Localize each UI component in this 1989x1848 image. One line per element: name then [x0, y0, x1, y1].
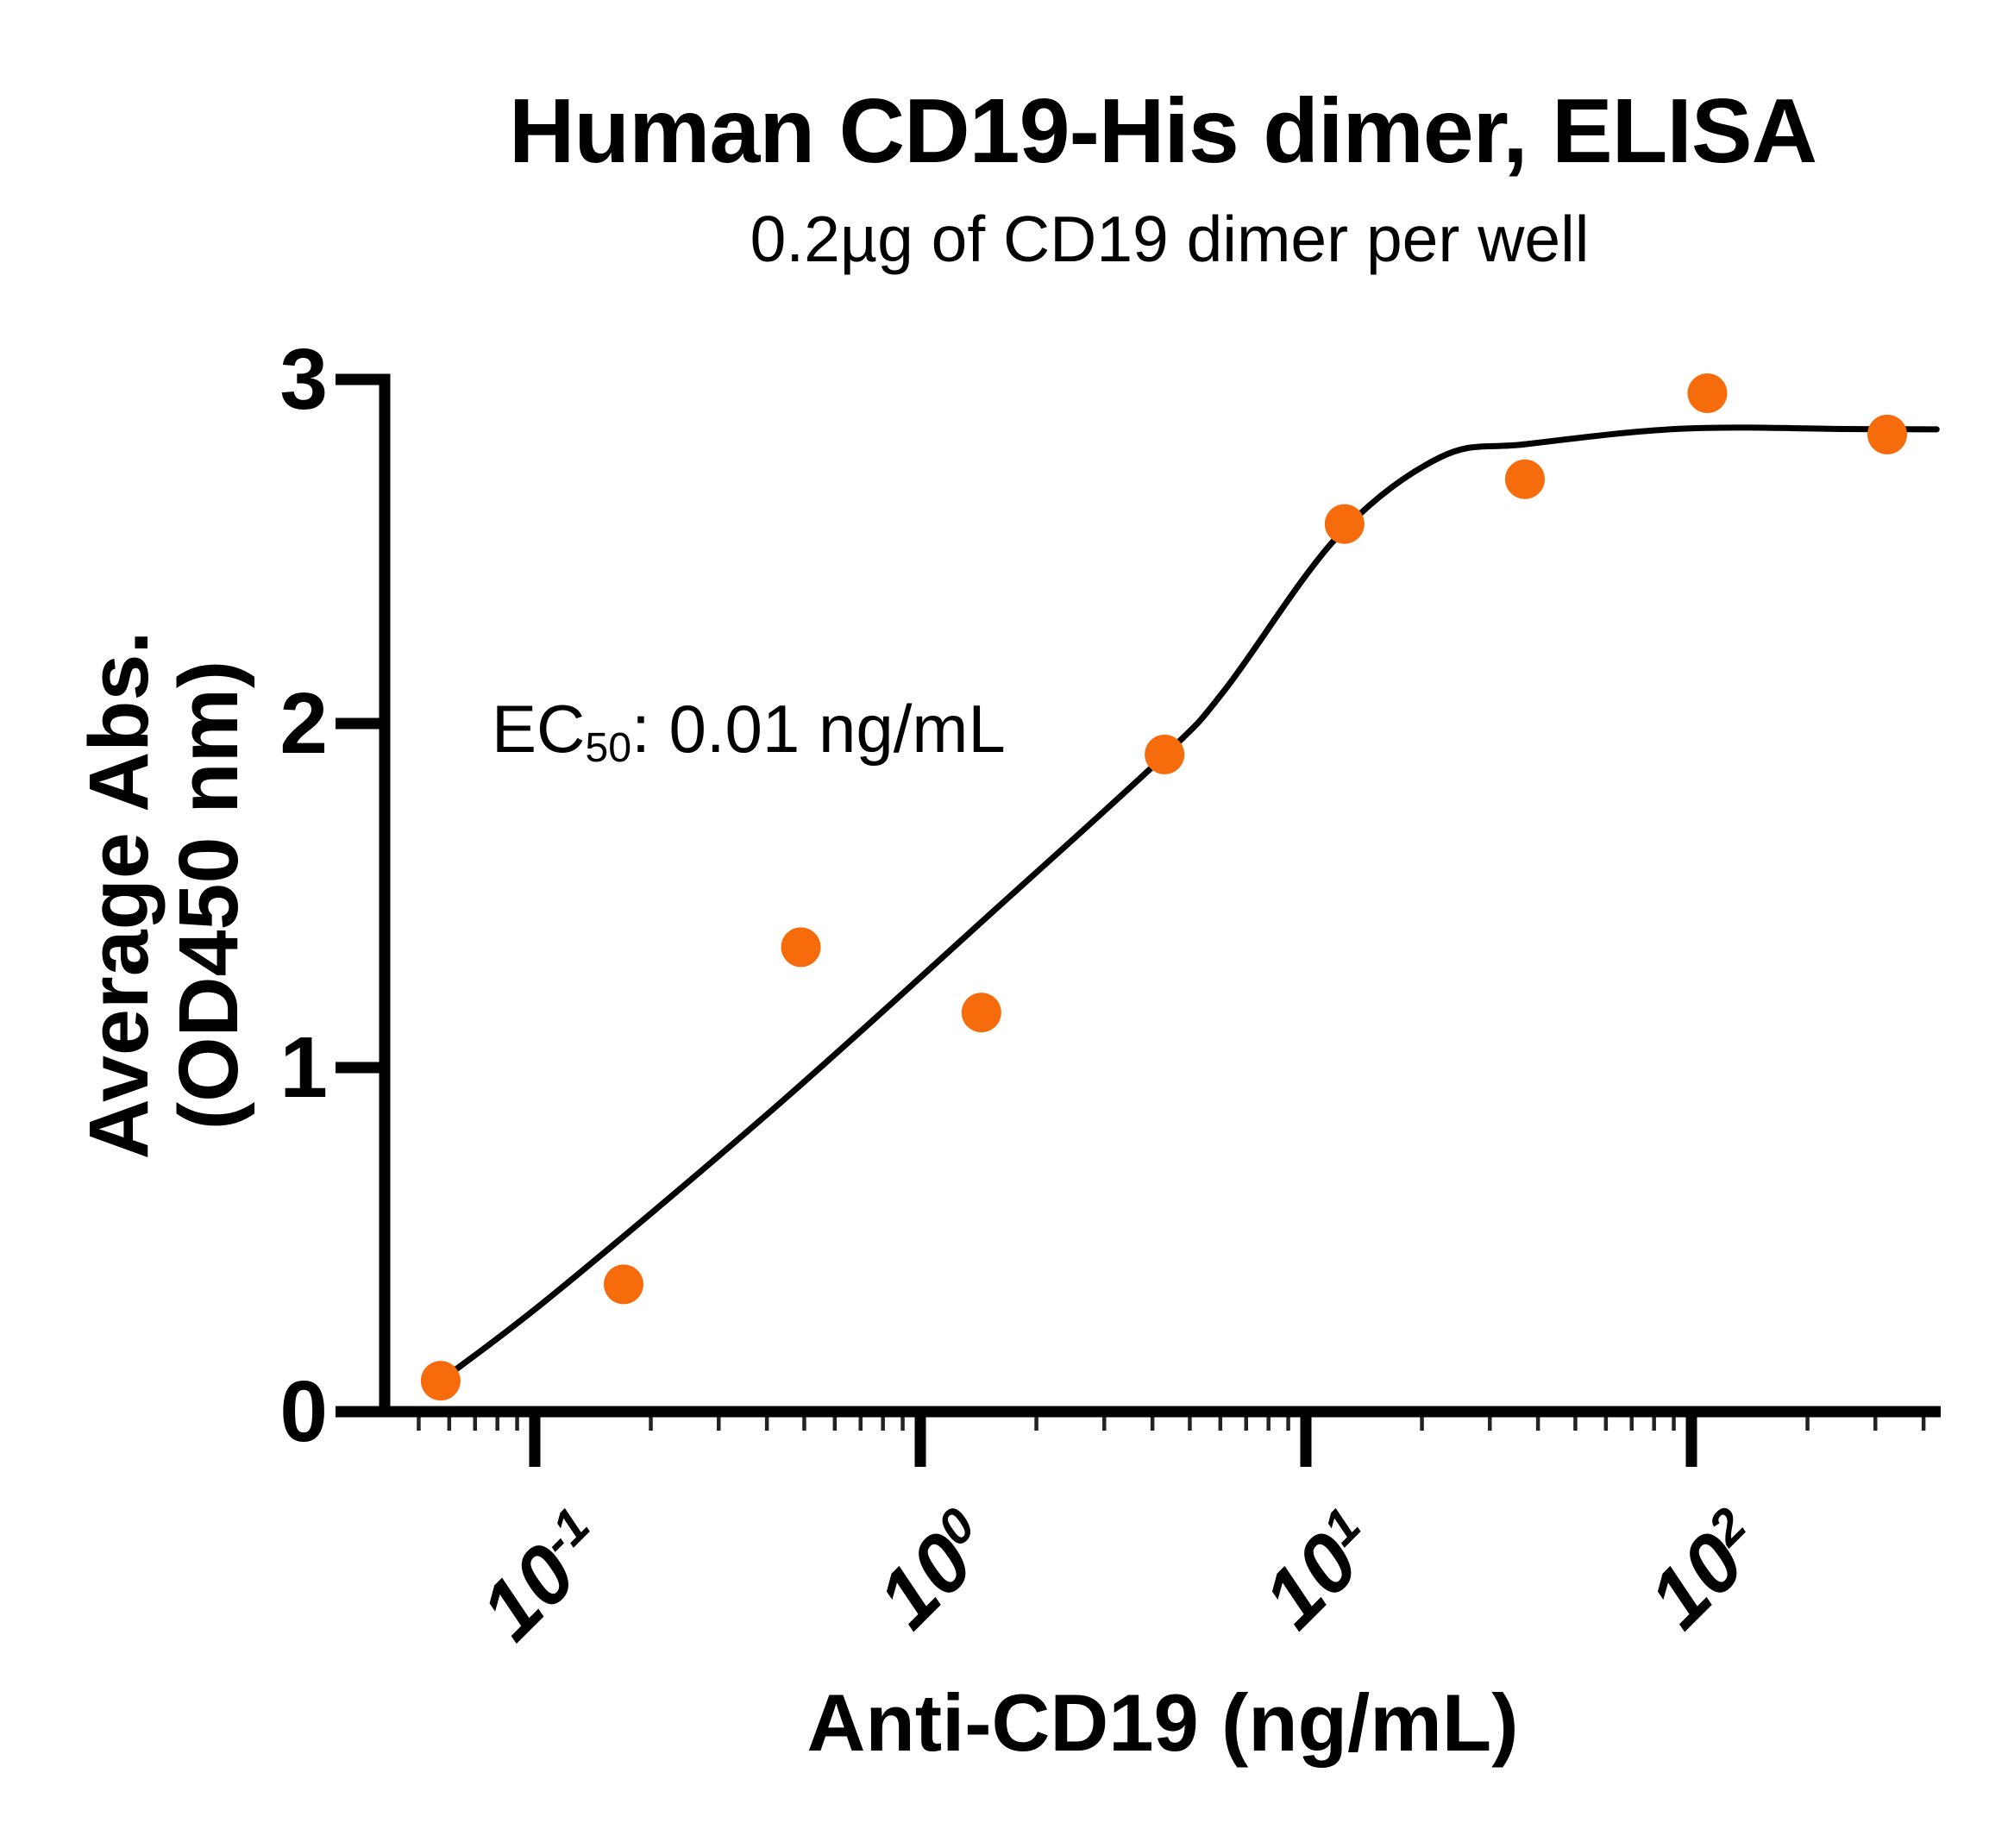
ec50-subscript: 50: [585, 724, 632, 771]
y-tick-label: 0: [279, 1363, 328, 1460]
data-point-marker: [604, 1264, 644, 1305]
x-axis-title: Anti-CD19 (ng/mL): [806, 1677, 1519, 1768]
chart-title: Human CD19-His dimer, ELISA: [508, 80, 1817, 182]
data-point-marker: [961, 993, 1001, 1033]
data-point-marker: [1687, 373, 1728, 413]
fit-curve: [437, 424, 1940, 1384]
y-tick-label: 1: [279, 1019, 328, 1116]
data-point-marker: [781, 927, 821, 968]
y-tick-label: 2: [279, 675, 328, 772]
chart-subtitle: 0.2µg of CD19 dimer per well: [750, 203, 1590, 275]
y-tick-label: 3: [279, 331, 328, 428]
data-point-marker: [1504, 459, 1545, 499]
data-point-marker: [420, 1361, 461, 1401]
data-point-marker: [1867, 414, 1908, 454]
ec50-prefix: EC: [492, 691, 586, 767]
ec50-annotation: EC50: 0.01 ng/mL: [492, 690, 1006, 771]
data-point-marker: [1145, 734, 1185, 774]
data-point-marker: [1324, 504, 1365, 544]
ec50-value: : 0.01 ng/mL: [631, 691, 1006, 767]
